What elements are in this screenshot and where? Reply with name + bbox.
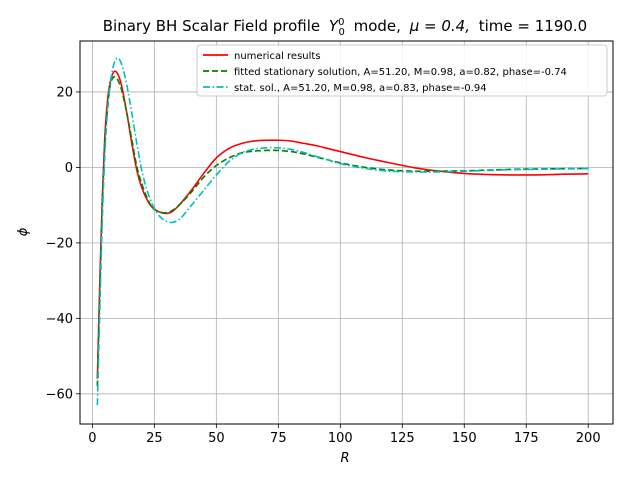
y-tick-label: −40 — [46, 312, 73, 327]
legend: numerical results fitted stationary solu… — [196, 44, 608, 97]
plot-area — [96, 57, 589, 406]
legend-frame — [196, 44, 608, 97]
x-tick-label: 150 — [452, 431, 477, 446]
y-axis-label: ϕ — [16, 227, 31, 236]
title-mu: μ = 0.4, — [409, 17, 470, 35]
series-line-numerical — [96, 70, 589, 379]
axes-frame — [79, 40, 614, 425]
x-tick-label: 175 — [514, 431, 539, 446]
x-tick-label: 50 — [208, 431, 225, 446]
y-tick-label: −20 — [46, 236, 73, 251]
legend-label-numerical: numerical results — [234, 51, 321, 62]
y-tick-label: 20 — [56, 85, 73, 100]
x-axis-label: R — [340, 451, 349, 466]
x-tick-label: 125 — [390, 431, 415, 446]
y-tick-label: −60 — [46, 387, 73, 402]
title-math-sub: 0 — [338, 27, 344, 38]
legend-label-stat: stat. sol., A=51.20, M=0.98, a=0.83, pha… — [234, 83, 487, 94]
x-tick-label: 75 — [270, 431, 287, 446]
x-tick-label: 0 — [88, 431, 96, 446]
title-time: time = 1190.0 — [479, 17, 587, 35]
series-line-fitted — [96, 76, 589, 387]
title-main: Binary BH Scalar Field profile — [103, 17, 320, 35]
legend-label-fitted: fitted stationary solution, A=51.20, M=0… — [234, 67, 567, 78]
chart-title: Binary BH Scalar Field profile Y0 0 mode,… — [103, 17, 587, 39]
x-tick-label: 100 — [328, 431, 353, 446]
x-tick-label: 200 — [576, 431, 601, 446]
y-tick-label: 0 — [65, 161, 73, 176]
x-tick-label: 25 — [146, 431, 163, 446]
title-math-sup: 0 — [338, 17, 344, 28]
series-line-stat — [96, 57, 589, 406]
title-math: Y — [329, 17, 340, 35]
title-mode: mode, — [354, 17, 401, 35]
